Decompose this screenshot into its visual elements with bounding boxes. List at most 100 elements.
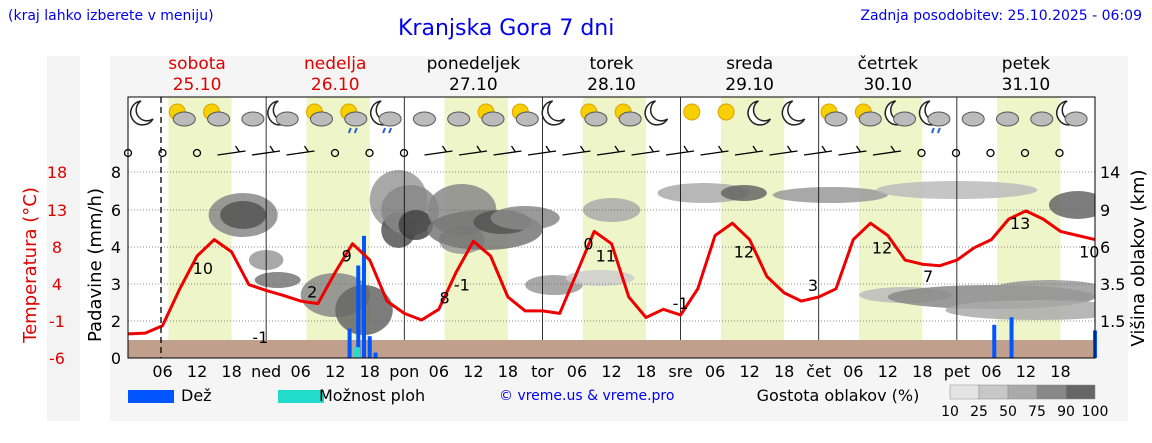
x-tick-label: 06 [567, 362, 587, 381]
raindrop-icon [936, 127, 941, 134]
x-tick-label: 12 [601, 362, 621, 381]
x-tick-label: 06 [843, 362, 863, 381]
temperature-axis-ticks: 18 13 8 4 -1 -6 [47, 163, 67, 368]
precipitation-axis-ticks: 8 6 4 3 2 0 [111, 163, 121, 368]
cloud-blob [772, 187, 888, 203]
x-axis-labels: 06 12 18 ned 06 12 18 pon 06 12 18 tor 06 12 18 sre 06 12… [152, 362, 1070, 381]
temperature-label: 13 [1010, 214, 1030, 233]
wind-barb-icon [769, 150, 798, 156]
wind-barb-icon [717, 145, 724, 153]
x-tick-label: 06 [429, 362, 449, 381]
temperature-line [127, 209, 1096, 336]
rain-legend-swatch [128, 390, 174, 403]
sun-icon [683, 103, 701, 121]
day-name: četrtek [858, 54, 919, 74]
day-date: 30.10 [863, 75, 912, 95]
moon-cloud-icon [267, 100, 299, 127]
wind-barb-icon [803, 150, 833, 156]
wind-barb-icon [269, 145, 275, 153]
wind-barb-icon [286, 150, 315, 156]
wind-barb-icon [458, 150, 488, 156]
cloud-icon [310, 111, 333, 127]
cloud-icon [275, 111, 299, 127]
precipitation-tick: 0 [111, 349, 121, 368]
cloud-blob [720, 185, 767, 201]
cloud-blob [398, 210, 434, 240]
cloud-density-tick: 50 [999, 404, 1017, 420]
cloud-height-tick: 6 [1100, 238, 1110, 257]
cloud-blob [220, 201, 267, 229]
cloud-height-tick: 9 [1100, 201, 1110, 220]
cloud-icon [515, 111, 539, 127]
last-updated: Zadnja posodobitev: 25.10.2025 - 06:09 [860, 8, 1142, 24]
wind-barb-icon [821, 145, 827, 153]
weather-icons [129, 100, 1088, 134]
temperature-label: 2 [307, 283, 317, 302]
cloud-height-axis-title: Višina oblakov (km) [1128, 169, 1149, 346]
x-tick-label: 18 [1050, 362, 1070, 381]
hail-legend-swatch [278, 390, 324, 403]
moon-icon [747, 100, 772, 126]
day-date: 29.10 [725, 75, 774, 95]
cloud-blob [254, 272, 301, 288]
rain-bar [992, 324, 997, 358]
moon-icon [644, 100, 669, 126]
calm-wind-icon [158, 148, 167, 158]
cloud-icon [378, 111, 402, 127]
day-name: petek [1002, 54, 1050, 74]
rain-bar [356, 265, 361, 358]
raindrop-icon [930, 127, 935, 134]
x-tick-label: 18 [360, 362, 380, 381]
calm-wind-icon [330, 148, 340, 158]
day-name: torek [590, 54, 634, 74]
wind-barb-icon [441, 145, 448, 153]
raindrop-icon [347, 127, 352, 134]
wind-barb-icon [579, 145, 586, 153]
x-tick-label: 06 [981, 362, 1001, 381]
wind-barb-icon [424, 150, 453, 156]
cloud-density-swatch [949, 384, 980, 400]
cloud-icon [618, 111, 642, 127]
calm-wind-icon [917, 148, 926, 158]
x-tick-label: 18 [221, 362, 241, 381]
wind-row [123, 145, 1064, 158]
wind-barb-icon [700, 150, 729, 156]
ground-strip [128, 340, 1095, 358]
wind-barb-icon [527, 150, 557, 156]
temperature-tick: -6 [49, 349, 65, 368]
raindrop-icon [388, 127, 393, 134]
cloud-blob [565, 270, 635, 286]
wind-barb-icon [648, 145, 655, 153]
cloud-icon [241, 111, 265, 127]
rain-bar [367, 336, 372, 358]
cloud-icon [241, 111, 265, 127]
calm-wind-icon [123, 148, 133, 158]
cloud-icon [172, 111, 196, 127]
day-name: nedelja [304, 54, 366, 74]
day-date: 27.10 [449, 75, 498, 95]
credit-link[interactable]: © vreme.us & vreme.pro [499, 388, 675, 404]
x-tick-label: ned [251, 362, 281, 381]
wind-barb-icon [234, 145, 241, 153]
cloud-icon [1064, 111, 1088, 127]
temperature-label: 11 [596, 247, 616, 266]
x-tick-label: 18 [912, 362, 932, 381]
wind-barb-icon [562, 150, 591, 156]
cloud-icon [893, 111, 917, 127]
calm-wind-icon [1055, 148, 1064, 158]
day-date: 26.10 [311, 75, 360, 95]
sun-icon [717, 103, 735, 121]
wind-barb-icon [545, 145, 551, 153]
wind-barb-icon [752, 145, 758, 153]
day-date: 28.10 [587, 75, 636, 95]
cloud-density-swatch [978, 384, 1009, 400]
wind-barb-icon [838, 150, 867, 156]
cloud-density-tick: 25 [970, 404, 988, 420]
sun-icon [717, 103, 735, 121]
day-date: 25.10 [173, 75, 222, 95]
cloud-height-tick: 1.5 [1100, 312, 1125, 331]
temperature-label: 0 [583, 234, 593, 253]
location-hint: (kraj lahko izberete v meniju) [8, 8, 214, 24]
